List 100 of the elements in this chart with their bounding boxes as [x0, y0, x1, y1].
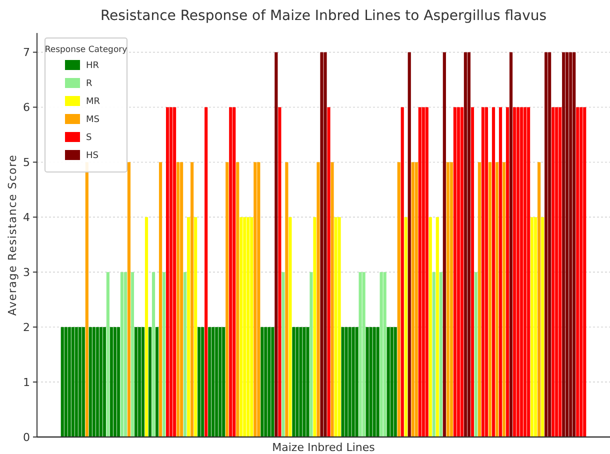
bar: [418, 107, 422, 437]
legend-label: HS: [86, 151, 99, 162]
bar: [470, 107, 474, 437]
bar: [460, 107, 464, 437]
bar: [397, 162, 400, 437]
bar: [569, 52, 572, 437]
legend-title: Response Category: [44, 45, 128, 55]
y-tick-label: 7: [23, 46, 30, 60]
bar: [541, 217, 544, 437]
bar: [439, 272, 442, 437]
bar: [498, 107, 502, 437]
bar: [495, 162, 499, 437]
bar: [502, 162, 506, 437]
bar: [302, 327, 306, 437]
bar: [172, 107, 176, 437]
bar: [299, 327, 302, 437]
y-tick-label: 3: [23, 266, 30, 279]
bar: [113, 327, 116, 437]
bar: [176, 162, 180, 437]
legend-label: HR: [86, 61, 100, 72]
bar: [390, 327, 394, 437]
legend-label: S: [86, 133, 92, 144]
bar: [450, 162, 453, 437]
bar: [64, 327, 68, 437]
bar: [102, 327, 106, 437]
bar: [236, 162, 240, 437]
bar: [208, 327, 212, 437]
bar: [180, 162, 184, 437]
bar: [394, 327, 397, 437]
y-tick-label: 2: [23, 320, 30, 334]
bar: [204, 107, 208, 437]
bar: [327, 107, 330, 437]
bar: [229, 107, 232, 437]
bar: [169, 107, 173, 437]
bar: [562, 52, 566, 437]
bar: [467, 52, 470, 437]
bar: [383, 272, 386, 437]
bar: [257, 162, 260, 437]
bar: [380, 272, 383, 437]
bar: [538, 162, 541, 437]
bar: [369, 327, 372, 437]
bar: [292, 327, 296, 437]
bar: [144, 217, 148, 437]
bar: [254, 162, 257, 437]
bar: [544, 52, 548, 437]
x-axis-title: Maize Inbred Lines: [272, 441, 376, 454]
bar: [456, 107, 460, 437]
bar: [166, 107, 170, 437]
bar: [74, 327, 78, 437]
bar: [344, 327, 348, 437]
bar: [512, 107, 516, 437]
bar: [184, 272, 187, 437]
bar: [404, 217, 408, 437]
chart-title: Resistance Response of Maize Inbred Lines to Aspergillus flavus: [100, 8, 547, 24]
bar: [212, 327, 215, 437]
bar: [516, 107, 520, 437]
bar: [523, 107, 527, 437]
bar: [71, 327, 74, 437]
bar: [243, 217, 246, 437]
bar: [509, 52, 513, 437]
bar: [313, 217, 316, 437]
bar: [583, 107, 586, 437]
bar: [96, 327, 99, 437]
bar: [99, 327, 102, 437]
bar: [88, 327, 92, 437]
bar: [215, 327, 218, 437]
bar: [422, 107, 425, 437]
bar: [92, 327, 96, 437]
bar: [580, 107, 583, 437]
y-tick-label: 0: [23, 430, 30, 444]
bar: [152, 272, 156, 437]
bar: [138, 327, 142, 437]
bar: [352, 327, 355, 437]
bar: [436, 217, 439, 437]
bar: [425, 107, 428, 437]
bar: [110, 327, 113, 437]
bar: [488, 162, 492, 437]
bar: [116, 327, 120, 437]
bar: [484, 107, 488, 437]
y-tick-label: 6: [23, 101, 30, 114]
bar: [481, 107, 485, 437]
bar: [282, 272, 285, 437]
bar: [372, 327, 376, 437]
bar: [320, 52, 324, 437]
bar: [527, 107, 530, 437]
bar: [124, 272, 128, 437]
bar: [408, 52, 411, 437]
bar: [240, 217, 243, 437]
bar: [162, 272, 166, 437]
bar: [130, 272, 134, 437]
bar: [274, 52, 278, 437]
bar: [355, 327, 358, 437]
bar: [558, 107, 562, 437]
bar: [120, 272, 124, 437]
bar: [268, 327, 271, 437]
y-tick-label: 5: [23, 156, 30, 170]
bar: [155, 327, 159, 437]
bar: [376, 327, 380, 437]
bar: [271, 327, 274, 437]
bar: [555, 107, 558, 437]
